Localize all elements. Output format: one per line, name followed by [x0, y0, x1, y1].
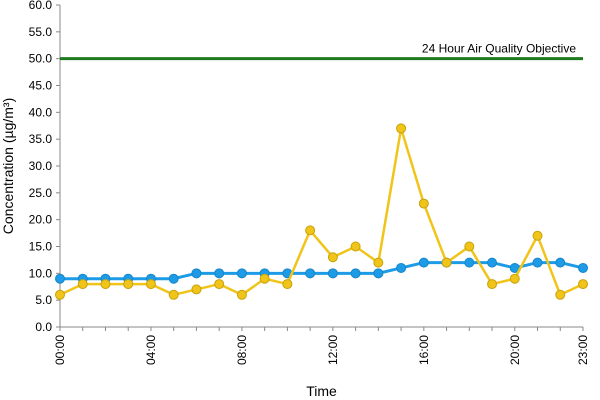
series-2-point	[191, 284, 202, 295]
x-tick-label: 20:00	[508, 335, 522, 365]
series-1-point	[55, 273, 65, 284]
series-2-point	[418, 198, 429, 209]
y-axis-title: Concentration (µg/m³)	[0, 98, 16, 234]
series-2-point	[55, 289, 65, 300]
y-tick-label: 25.0	[29, 186, 53, 200]
series-group	[55, 123, 588, 300]
series-1-point	[214, 268, 225, 279]
series-2-point	[487, 279, 498, 290]
series-2-point	[282, 279, 293, 290]
series-1-point	[236, 268, 247, 279]
y-tick-label: 20.0	[29, 213, 53, 227]
series-2-point	[441, 257, 452, 268]
series-2-point	[464, 241, 475, 252]
series-1-point	[305, 268, 316, 279]
series-2-point	[373, 257, 384, 268]
series-1-point	[191, 268, 202, 279]
series-2-point	[168, 289, 179, 300]
series-2-point	[555, 289, 566, 300]
series-2-point	[145, 279, 156, 290]
series-2-point	[396, 123, 407, 134]
series-1-point	[578, 262, 588, 273]
series-2-line	[59, 127, 584, 297]
series-1-point	[350, 268, 361, 279]
y-tick-label: 45.0	[29, 79, 53, 93]
series-2-point	[123, 279, 134, 290]
series-2-point	[350, 241, 361, 252]
x-tick-label: 23:00	[576, 335, 590, 365]
y-tick-label: 40.0	[29, 105, 53, 119]
y-tick-label: 0.0	[35, 320, 52, 334]
series-2-point	[100, 279, 111, 290]
series-2-point	[214, 279, 225, 290]
x-tick-label: 00:00	[53, 335, 67, 365]
reference-line-label: 24 Hour Air Quality Objective	[422, 42, 576, 56]
series-1-point	[396, 262, 407, 273]
y-axis-ticks: 0.0 5.0 10.0 15.0 20.0 25.0 30.0 35.0 40.0 45.0 50…	[29, 0, 60, 334]
reference-line-group: 24 Hour Air Quality Objective	[60, 42, 583, 61]
series-1-point	[532, 257, 543, 268]
series-2-point	[305, 225, 316, 236]
y-tick-label: 30.0	[29, 159, 53, 173]
y-tick-label: 55.0	[29, 25, 53, 39]
y-tick-label: 15.0	[29, 240, 53, 254]
x-tick-label: 16:00	[417, 335, 431, 365]
x-tick-label: 08:00	[235, 335, 249, 365]
series-1-point	[464, 257, 475, 268]
series-1-point	[373, 268, 384, 279]
x-tick-label: 12:00	[326, 335, 340, 365]
series-2-point	[532, 230, 543, 241]
y-tick-label: 50.0	[29, 52, 53, 66]
series-1-point	[487, 257, 498, 268]
y-tick-label: 5.0	[35, 293, 52, 307]
x-axis-title: Time	[306, 383, 337, 399]
series-1-point	[168, 273, 179, 284]
series-1-point	[418, 257, 429, 268]
series-2-point	[578, 279, 588, 290]
y-tick-label: 60.0	[29, 0, 53, 12]
series-2-point	[509, 273, 520, 284]
series-2-point	[259, 273, 270, 284]
x-tick-label: 04:00	[144, 335, 158, 365]
y-tick-label: 10.0	[29, 266, 53, 280]
series-2-point	[327, 252, 338, 263]
series-2-point	[236, 289, 247, 300]
series-1-point	[327, 268, 338, 279]
series-1-point	[555, 257, 566, 268]
series-2-point	[77, 279, 88, 290]
x-axis-ticks: 00:00 04:00 08:00 12:00 16:00 20:00 23:00	[53, 327, 590, 365]
y-tick-label: 35.0	[29, 132, 53, 146]
series-1-line	[60, 261, 584, 281]
